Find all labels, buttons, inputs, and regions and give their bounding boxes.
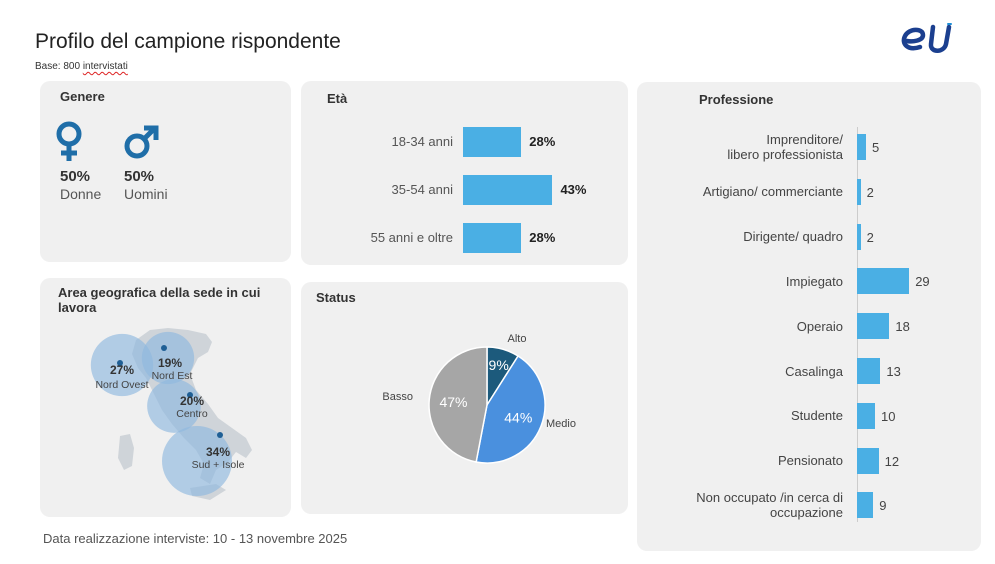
area-bubble-nord-est	[141, 331, 195, 385]
area-region-label: Nord Ovest	[95, 379, 148, 391]
status-pie-chart: 9% Alto 44% Medio 47% Basso	[382, 333, 576, 464]
eta-bar-55-anni-e-oltre	[463, 223, 522, 253]
professione-label-line: Operaio	[796, 318, 843, 334]
professione-bar-pensionato	[857, 447, 879, 474]
eta-bar-18-34-anni	[463, 127, 522, 157]
area-location-dot	[117, 360, 123, 366]
professione-label-line: Imprenditore/	[766, 132, 843, 147]
status-slice-medio	[475, 354, 546, 464]
area-title: Area geografica della sede in cui lavora	[58, 285, 261, 315]
genere-donne-label: Donne	[60, 186, 102, 202]
professione-category-label: Non occupato /in cerca di occupazione	[696, 490, 843, 520]
genere-uomini-pct: 50%	[124, 168, 155, 185]
status-value-label: 47%	[439, 394, 467, 410]
area-location-dot	[217, 432, 223, 438]
area-value-label: 19%	[158, 356, 182, 370]
area-region-label: Centro	[176, 408, 208, 420]
eta-title: Età	[327, 91, 348, 106]
eta-category-label: 35-54 anni	[391, 182, 453, 197]
area-region-label: Sud + Isole	[192, 459, 245, 471]
genere-uomini-label: Uomini	[124, 186, 168, 202]
area-bubble-centro	[147, 379, 201, 433]
professione-category-label: Artigiano/ commerciante	[703, 184, 843, 199]
professione-category-label: Studente	[791, 408, 843, 423]
eta-bar-35-54-anni	[463, 175, 553, 205]
page-title: Profilo del campione rispondente	[35, 30, 341, 53]
area-region-label: Nord Est	[152, 370, 193, 382]
professione-label-line: Dirigente/ quadro	[743, 229, 843, 245]
status-title: Status	[316, 290, 356, 305]
professione-value-label: 12	[884, 453, 900, 469]
footer-note: Data realizzazione interviste: 10 - 13 n…	[43, 531, 348, 546]
professione-value-label: 29	[915, 274, 930, 290]
professione-label-line: Impiegato	[785, 273, 843, 289]
professione-bar-non-occupato-in-cerca-di-occupazione	[857, 492, 874, 519]
professione-value-label: 2	[866, 184, 874, 200]
professione-label-line: Artigiano/ commerciante	[702, 184, 843, 200]
professione-bar-imprenditore-libero-professionista	[857, 134, 866, 160]
professione-value-label: 13	[886, 364, 901, 379]
professione-bar-impiegato	[857, 268, 910, 295]
professione-bar-dirigente-quadro	[857, 223, 861, 250]
eta-value-label: 43%	[560, 182, 587, 197]
male-symbol-icon	[124, 125, 159, 159]
professione-bar-casalinga	[857, 358, 881, 384]
professione-bar-artigiano-commerciante	[857, 178, 861, 205]
professione-bar-operaio	[857, 313, 890, 340]
eta-category-label: 55 anni e oltre	[370, 230, 453, 245]
professione-bar-studente	[857, 402, 875, 429]
sardinia-map-shape	[118, 434, 134, 470]
status-category-label: Medio	[546, 418, 576, 430]
eu-logo-icon	[901, 23, 952, 53]
professione-value-label: 9	[879, 498, 887, 514]
base-label: Base: 800	[35, 61, 83, 72]
professione-label-line: Non occupato /in cerca di	[696, 490, 843, 506]
professione-value-label: 10	[881, 408, 896, 424]
eta-value-label: 28%	[529, 230, 556, 245]
professione-category-label: Impiegato	[786, 274, 843, 289]
professione-card: Professione Imprenditore/libero professi…	[637, 82, 981, 551]
professione-label-line: Pensionato	[777, 453, 843, 469]
professione-value-label: 18	[895, 319, 910, 335]
status-category-label: Alto	[508, 333, 527, 345]
professione-category-label: Casalinga	[785, 364, 843, 379]
professione-label-line: occupazione	[770, 505, 843, 521]
professione-label-line: Studente	[790, 408, 843, 424]
status-value-label: 44%	[504, 409, 532, 425]
professione-title: Professione	[699, 92, 774, 107]
status-slice-basso	[428, 346, 488, 463]
area-location-dot	[187, 392, 193, 398]
area-bubble-map: 27% Nord Ovest 19%Nord Est 20%Centro 34%Sud …	[90, 328, 252, 500]
professione-label-line: Casalinga	[785, 363, 843, 379]
area-value-label: 34%	[206, 445, 230, 459]
area-location-dot	[161, 345, 167, 351]
area-value-label: 20%	[180, 394, 204, 408]
professione-value-label: 2	[866, 229, 874, 245]
base-note: Base: 800 intervistati	[35, 61, 128, 72]
base-word: intervistati	[82, 61, 128, 72]
professione-category-label: Dirigente/ quadro	[743, 229, 843, 244]
genere-donne-pct: 50%	[60, 168, 91, 185]
status-value-label: 9%	[489, 357, 509, 373]
professione-category-label: Pensionato	[778, 453, 843, 468]
professione-category-label: Operaio	[797, 319, 843, 334]
professione-category-label: Imprenditore/libero professionista	[727, 132, 843, 162]
professione-value-label: 5	[872, 140, 880, 155]
status-category-label: Basso	[382, 391, 413, 403]
genere-title: Genere	[60, 89, 105, 104]
area-card: Area geografica della sede in cui lavora…	[40, 278, 291, 517]
professione-label-line: libero professionista	[727, 147, 843, 162]
female-symbol-icon	[56, 121, 82, 161]
area-bubble-sud-isole	[162, 426, 232, 496]
area-value-label: 27%	[110, 363, 134, 377]
eta-value-label: 28%	[529, 134, 556, 149]
eta-category-label: 18-34 anni	[391, 134, 453, 149]
genere-card: Genere 50% Donne 50% Uomini	[40, 81, 291, 262]
status-card: Status 9% Alto 44% Medio 47% Basso	[301, 282, 628, 514]
eta-card: Età 18-34 anni 28% 35-54 anni 43% 55 anni e …	[301, 81, 628, 265]
